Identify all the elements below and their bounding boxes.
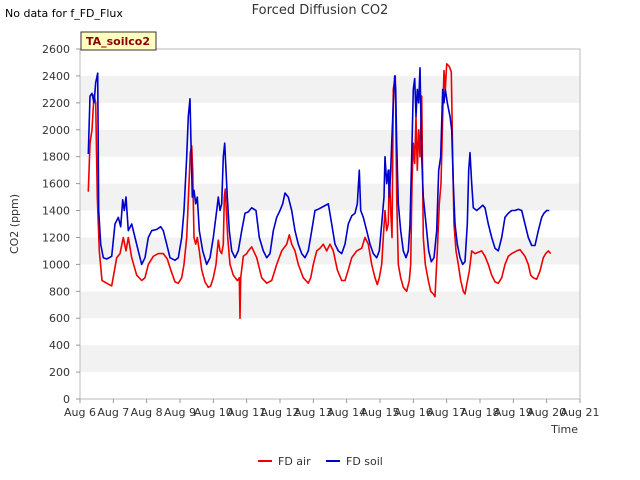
- grid-band-8: [80, 156, 580, 184]
- x-tick-label-7: Aug 7: [97, 406, 129, 419]
- y-tick-label-1400: 1400: [42, 205, 70, 218]
- x-tick-label-9: Aug 9: [164, 406, 196, 419]
- grid-band-5: [80, 237, 580, 265]
- series-line-fd-air: [87, 63, 552, 319]
- grid-band-1: [80, 345, 580, 373]
- badge-label: TA_soilco2: [86, 35, 150, 48]
- series-lines: [87, 63, 552, 319]
- x-tick-label-10: Aug 10: [194, 406, 233, 419]
- grid-band-9: [80, 129, 580, 157]
- x-tick-label-13: Aug 13: [294, 406, 333, 419]
- y-tick-label-2600: 2600: [42, 43, 70, 56]
- grid-band-2: [80, 318, 580, 346]
- grid-band-4: [80, 264, 580, 292]
- series-line-fd-soil: [87, 67, 550, 266]
- y-tick-label-1800: 1800: [42, 151, 70, 164]
- y-tick-label-1000: 1000: [42, 258, 70, 271]
- grid-band-0: [80, 372, 580, 399]
- grid-bands: [80, 49, 580, 399]
- grid-band-7: [80, 183, 580, 211]
- x-tick-label-15: Aug 15: [361, 406, 400, 419]
- legend: FD air FD soil: [258, 455, 383, 468]
- y-tick-label-600: 600: [49, 312, 70, 325]
- badge-box: [80, 31, 157, 51]
- x-tick-label-6: Aug 6: [64, 406, 96, 419]
- grid-band-3: [80, 291, 580, 319]
- x-tick-label-12: Aug 12: [261, 406, 300, 419]
- x-tick-label-11: Aug 11: [227, 406, 266, 419]
- y-tick-label-2200: 2200: [42, 97, 70, 110]
- x-tick-label-20: Aug 20: [527, 406, 566, 419]
- y-tick-label-800: 800: [49, 285, 70, 298]
- y-tick-label-0: 0: [63, 393, 70, 406]
- x-tick-label-18: Aug 18: [461, 406, 500, 419]
- grid-band-10: [80, 102, 580, 130]
- y-tick-label-1600: 1600: [42, 178, 70, 191]
- x-tick-label-21: Aug 21: [561, 406, 600, 419]
- grid-band-12: [80, 49, 580, 76]
- x-tick-label-8: Aug 8: [131, 406, 163, 419]
- y-axis-ticks: 0 200 400 600 800 1000 1200 1400 1600 1800 2000 220…: [42, 43, 80, 406]
- no-data-message: No data for f_FD_Flux: [5, 7, 123, 20]
- plot-area-border: [79, 48, 581, 400]
- chart-title: Forced Diffusion CO2: [251, 3, 389, 18]
- x-tick-label-16: Aug 16: [394, 406, 433, 419]
- legend-label-fd-air: FD air: [278, 455, 311, 468]
- y-axis-label: CO2 (ppm): [8, 194, 21, 254]
- y-tick-label-1200: 1200: [42, 231, 70, 244]
- y-tick-label-2400: 2400: [42, 70, 70, 83]
- badge: TA_soilco2: [80, 31, 157, 51]
- grid-band-11: [80, 75, 580, 103]
- x-tick-label-17: Aug 17: [427, 406, 466, 419]
- x-axis-label: Time: [550, 423, 578, 436]
- y-tick-label-200: 200: [49, 366, 70, 379]
- y-tick-label-2000: 2000: [42, 124, 70, 137]
- x-tick-label-14: Aug 14: [327, 406, 366, 419]
- x-tick-label-19: Aug 19: [494, 406, 533, 419]
- y-tick-label-400: 400: [49, 339, 70, 352]
- legend-label-fd-soil: FD soil: [346, 455, 383, 468]
